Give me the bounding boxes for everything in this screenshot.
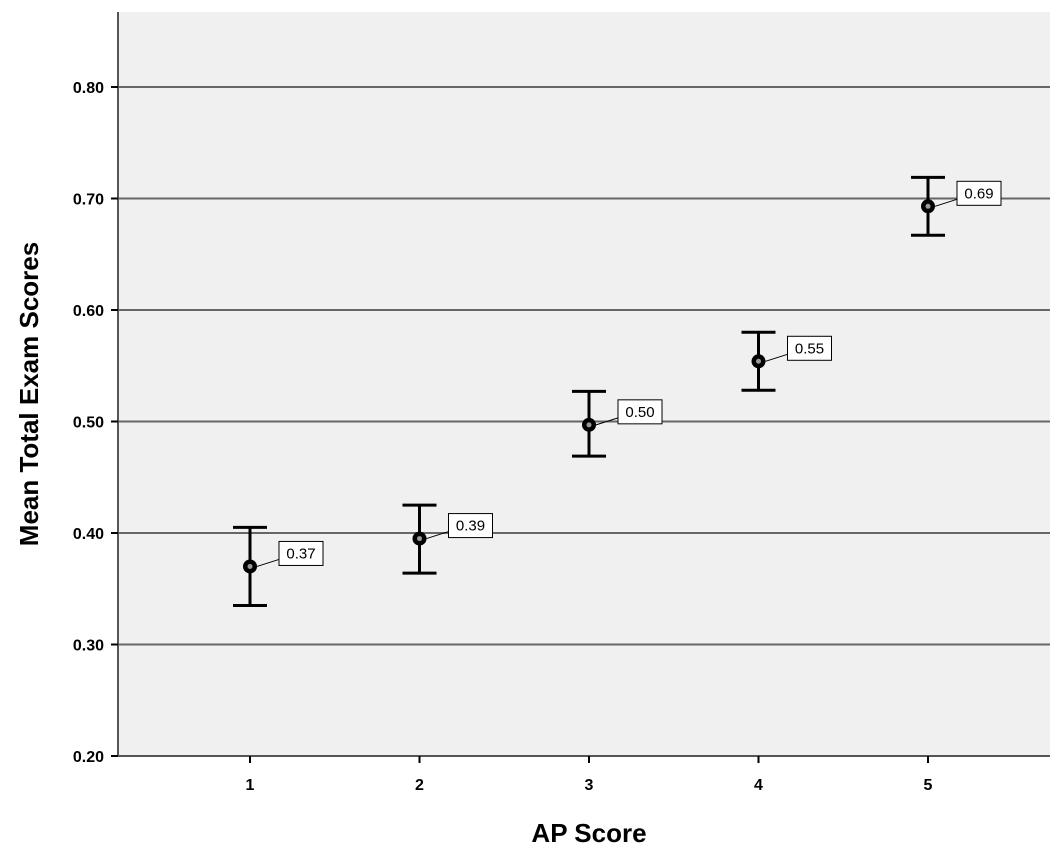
data-label-box (617, 399, 663, 425)
data-label-leader (765, 353, 788, 362)
axes (117, 12, 1050, 757)
data-label-box (278, 540, 324, 566)
y-tick-label: 0.30 (73, 638, 104, 655)
data-marks: 0.37 0.39 0.50 0.55 0.69 (233, 175, 1002, 607)
y-tick-label: 0.70 (73, 192, 104, 209)
data-label-leader (426, 531, 449, 540)
data-point-marker-center (586, 422, 592, 428)
y-tick-label: 0.40 (73, 526, 104, 543)
data-point-group: 0.69 (911, 175, 1002, 237)
data-point-marker-center (756, 358, 761, 364)
data-label: 0.55 (795, 340, 824, 357)
y-tick-label: 0.80 (73, 80, 104, 97)
data-point-marker-center (925, 203, 931, 209)
plot-area (118, 12, 1050, 756)
y-axis-ticks: 0.20 0.30 0.40 0.50 0.60 0.70 0.80 (73, 80, 118, 766)
data-label-leader (934, 198, 958, 207)
data-label: 0.69 (964, 185, 993, 202)
data-point-marker-center (247, 563, 253, 569)
y-axis-title: Mean Total Exam Scores (14, 242, 44, 546)
x-axis-title: AP Score (531, 818, 646, 848)
y-tick-label: 0.60 (73, 303, 104, 320)
x-tick-label: 1 (246, 777, 255, 794)
x-tick-label: 2 (415, 777, 424, 794)
data-label: 0.37 (286, 545, 315, 562)
y-tick-label: 0.50 (73, 415, 104, 432)
data-point-group: 0.39 (402, 503, 493, 575)
data-label-box (956, 180, 1002, 206)
data-point-group: 0.55 (741, 330, 832, 392)
data-label-leader (595, 417, 619, 426)
data-label: 0.50 (625, 404, 654, 421)
x-axis-ticks: 1 2 3 4 5 (246, 756, 933, 794)
data-point-group: 0.50 (572, 389, 663, 458)
x-tick-label: 5 (924, 777, 933, 794)
data-label-box (787, 335, 832, 361)
x-tick-label: 4 (754, 777, 763, 794)
data-label: 0.39 (456, 518, 485, 535)
data-label-box (448, 513, 493, 539)
data-label-leader (256, 558, 280, 567)
x-tick-label: 3 (585, 777, 594, 794)
data-point-group: 0.37 (233, 525, 324, 607)
data-point-marker-center (417, 536, 422, 542)
y-tick-label: 0.20 (73, 749, 104, 766)
